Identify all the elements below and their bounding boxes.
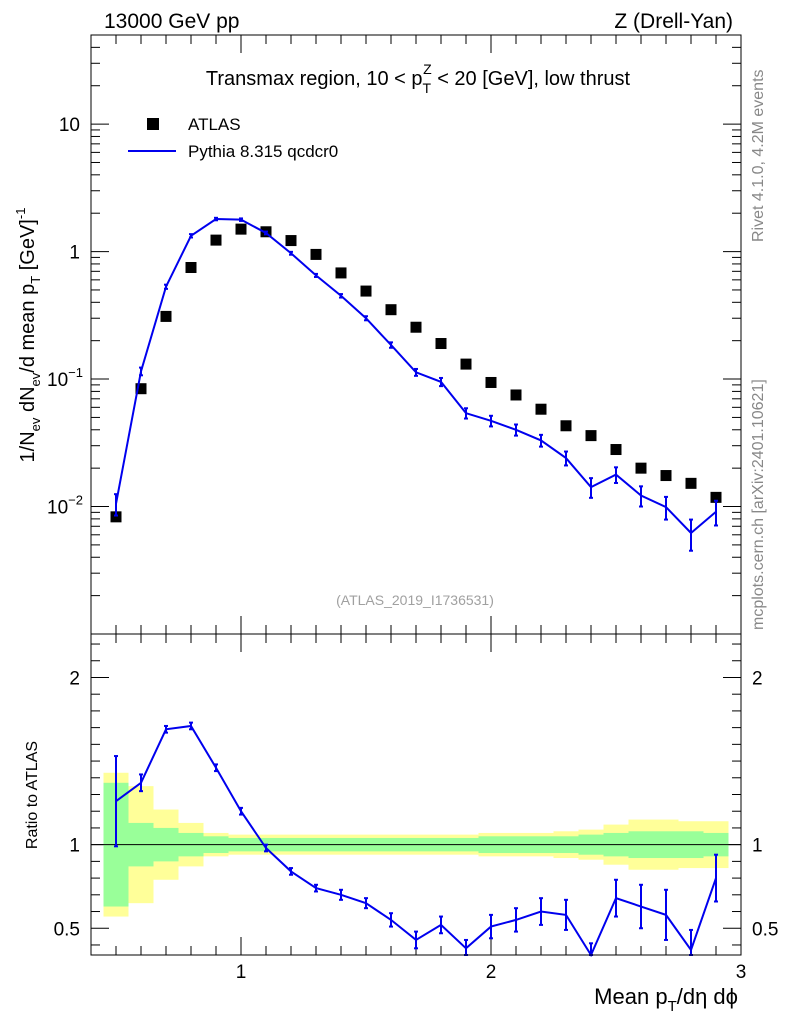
ratio-ytick-label-right: 1 [752, 836, 763, 857]
header-right: Z (Drell-Yan) [614, 10, 733, 33]
ratio-ytick-label-left: 2 [69, 668, 80, 689]
x-tick-label: 2 [486, 962, 497, 983]
main-panel: Transmax region, 10 < pTZ < 20 [GeV], lo… [13, 34, 742, 635]
atlas-data-point [310, 248, 322, 260]
atlas-data-point [410, 321, 422, 333]
title-part-sub: T [423, 80, 432, 96]
atlas-data-point [235, 223, 247, 235]
atlas-data-point [535, 403, 547, 415]
ratio-panel: Ratio to ATLAS 1 2 3 0.5 0.5 1 1 2 2 Mean pT/dη … [24, 633, 778, 1015]
ratio-ytick-label-left: 0.5 [54, 919, 80, 940]
atlas-data-point [385, 304, 397, 316]
atlas-data-point [210, 234, 222, 246]
atlas-data-point [585, 430, 597, 442]
side-label-top: Rivet 4.1.0, 4.2M events [750, 69, 767, 242]
ratio-frame [90, 633, 742, 956]
header-left: 13000 GeV pp [104, 10, 239, 33]
ratio-ylabel: Ratio to ATLAS [24, 741, 41, 849]
ratio-ytick-label-right: 2 [752, 668, 763, 689]
atlas-data-point [360, 285, 372, 297]
x-tick-label: 1 [236, 962, 247, 983]
x-tick-label: 3 [736, 962, 747, 983]
atlas-data-point [460, 358, 472, 370]
x-axis-label: Mean pT/dη dϕ [594, 984, 738, 1015]
title-part-1: Transmax region, 10 < p [206, 68, 423, 90]
ratio-plot-layer: 1 2 3 0.5 0.5 1 1 2 2 [54, 634, 778, 983]
atlas-data-point [110, 511, 122, 523]
ratio-ytick-label-left: 1 [69, 836, 80, 857]
atlas-data-point [560, 420, 572, 432]
atlas-data-point [510, 389, 522, 401]
title-part-sup: Z [423, 61, 432, 77]
main-plot-layer: 10−2 10−1 1 10 [47, 34, 742, 635]
atlas-data-point [285, 235, 297, 247]
atlas-data-point [435, 338, 447, 350]
main-watermark: (ATLAS_2019_I1736531) [336, 592, 494, 608]
legend: ATLAS Pythia 8.315 qcdcr0 [128, 115, 338, 161]
main-title: Transmax region, 10 < pTZ < 20 [GeV], lo… [206, 61, 631, 96]
atlas-data-point [335, 267, 347, 279]
main-ytick-label: 10 [59, 115, 80, 136]
atlas-data-point [685, 477, 697, 489]
atlas-data-point [660, 470, 672, 482]
atlas-data-point [135, 383, 147, 395]
main-ytick-label: 10−1 [47, 365, 83, 391]
atlas-data-point [635, 462, 647, 474]
legend-label-atlas: ATLAS [188, 115, 241, 134]
ratio-ytick-label-right: 0.5 [752, 919, 778, 940]
main-ytick-label: 1 [69, 243, 80, 264]
legend-label-mc: Pythia 8.315 qcdcr0 [188, 142, 338, 161]
atlas-data-point [610, 444, 622, 456]
atlas-data-point [160, 310, 172, 322]
main-ytick-label: 10−2 [47, 493, 83, 519]
atlas-data-point [185, 262, 197, 274]
atlas-data-point [710, 491, 722, 503]
main-ylabel-text: 1/Nev dNev/d mean pT [GeV]-1 [13, 208, 43, 463]
main-ylabel: 1/Nev dNev/d mean pT [GeV]-1 [13, 208, 43, 463]
side-label-bottom: mcplots.cern.ch [arXiv:2401.10621] [750, 379, 767, 630]
title-part-2: < 20 [GeV], low thrust [432, 68, 631, 90]
atlas-data-point [485, 376, 497, 388]
legend-marker-atlas [147, 118, 159, 130]
